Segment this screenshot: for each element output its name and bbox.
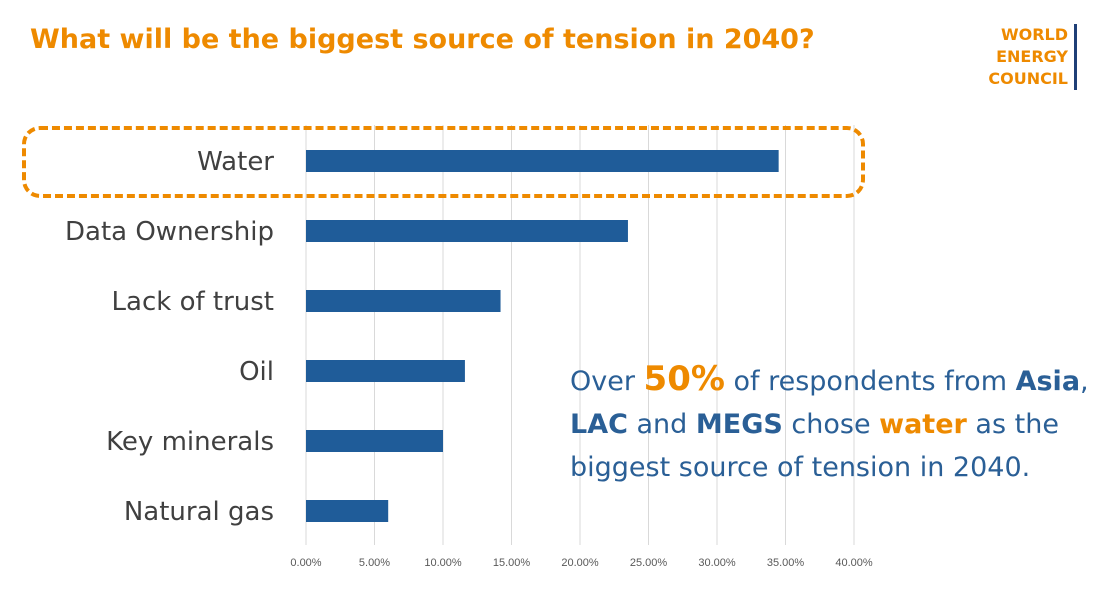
x-tick-label: 0.00%	[290, 557, 321, 569]
logo-line-2: ENERGY	[996, 47, 1068, 66]
note-megs: MEGS	[695, 409, 783, 440]
x-tick-label: 30.00%	[698, 557, 736, 569]
category-label: Key minerals	[106, 427, 274, 457]
bar	[306, 500, 389, 522]
x-tick-label: 10.00%	[424, 557, 462, 569]
bar	[306, 290, 501, 312]
category-label: Lack of trust	[112, 287, 274, 317]
chart-title: What will be the biggest source of tensi…	[30, 24, 815, 55]
category-label: Oil	[239, 357, 274, 387]
x-tick-label: 35.00%	[767, 557, 805, 569]
logo-bar	[1074, 24, 1077, 90]
logo-line-1: WORLD	[1000, 25, 1068, 44]
x-tick-label: 15.00%	[493, 557, 531, 569]
note-asia: Asia	[1015, 366, 1081, 397]
x-tick-label: 40.00%	[835, 557, 873, 569]
world-energy-council-logo: WORLD ENERGY COUNCIL	[988, 24, 1077, 90]
note-lac: LAC	[570, 409, 628, 440]
logo-line-3: COUNCIL	[988, 69, 1068, 88]
note-water: water	[879, 409, 967, 440]
category-label: Natural gas	[124, 497, 274, 527]
bar	[306, 150, 779, 172]
highlight-box	[22, 126, 865, 198]
bar	[306, 220, 628, 242]
category-label: Water	[197, 147, 274, 177]
bar	[306, 360, 465, 382]
note-text: Over 50% of respondents from Asia, LAC a…	[570, 359, 1089, 483]
bar	[306, 430, 443, 452]
x-tick-label: 5.00%	[359, 557, 390, 569]
x-tick-label: 20.00%	[561, 557, 599, 569]
note-percent: 50%	[643, 359, 725, 399]
x-tick-label: 25.00%	[630, 557, 668, 569]
category-label: Data Ownership	[65, 217, 274, 247]
